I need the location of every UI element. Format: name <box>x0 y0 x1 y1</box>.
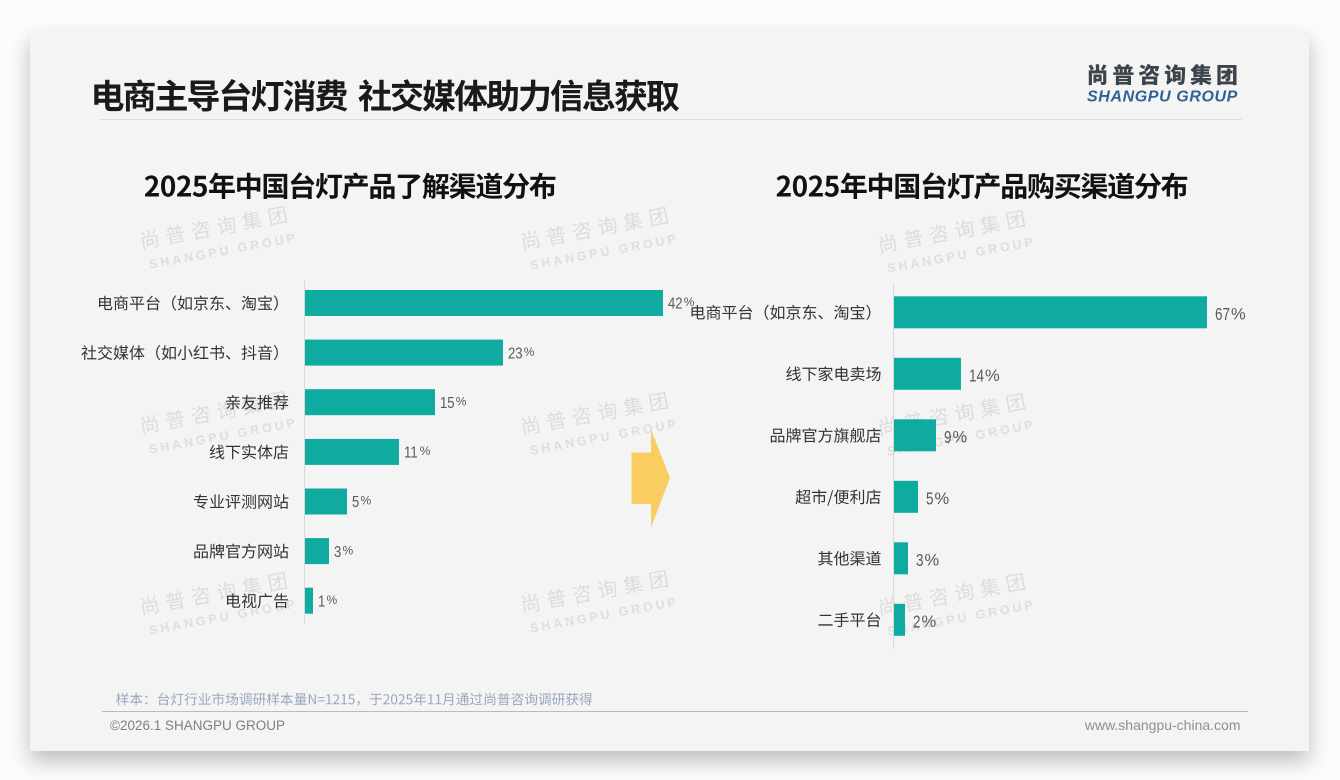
svg-text:%: % <box>935 490 950 508</box>
svg-text:%: % <box>343 543 354 557</box>
svg-text:15: 15 <box>440 395 455 412</box>
svg-text:3: 3 <box>916 551 923 570</box>
svg-text:%: % <box>361 494 372 508</box>
svg-text:SHANGPU GROUP: SHANGPU GROUP <box>1087 89 1238 106</box>
svg-text:67: 67 <box>1215 305 1230 324</box>
svg-text:©2026.1 SHANGPU GROUP: ©2026.1 SHANGPU GROUP <box>110 718 285 733</box>
svg-text:%: % <box>420 444 431 458</box>
svg-text:%: % <box>1231 306 1246 324</box>
svg-text:23: 23 <box>508 345 523 362</box>
svg-text:%: % <box>684 295 695 309</box>
svg-text:11: 11 <box>404 444 418 461</box>
svg-text:42: 42 <box>668 296 683 313</box>
svg-text:14: 14 <box>969 367 984 386</box>
svg-text:%: % <box>953 429 968 447</box>
svg-text:1: 1 <box>318 593 325 610</box>
svg-text:%: % <box>985 367 1000 385</box>
svg-text:%: % <box>922 613 937 631</box>
svg-text:www.shangpu-china.com: www.shangpu-china.com <box>1084 717 1241 733</box>
svg-text:5: 5 <box>352 494 359 511</box>
svg-text:5: 5 <box>926 490 934 509</box>
svg-text:3: 3 <box>334 544 341 561</box>
svg-text:9: 9 <box>944 428 951 447</box>
svg-text:%: % <box>925 552 940 570</box>
svg-text:%: % <box>456 395 467 409</box>
svg-text:%: % <box>524 345 535 359</box>
svg-text:%: % <box>327 593 338 607</box>
svg-text:2: 2 <box>913 613 920 632</box>
